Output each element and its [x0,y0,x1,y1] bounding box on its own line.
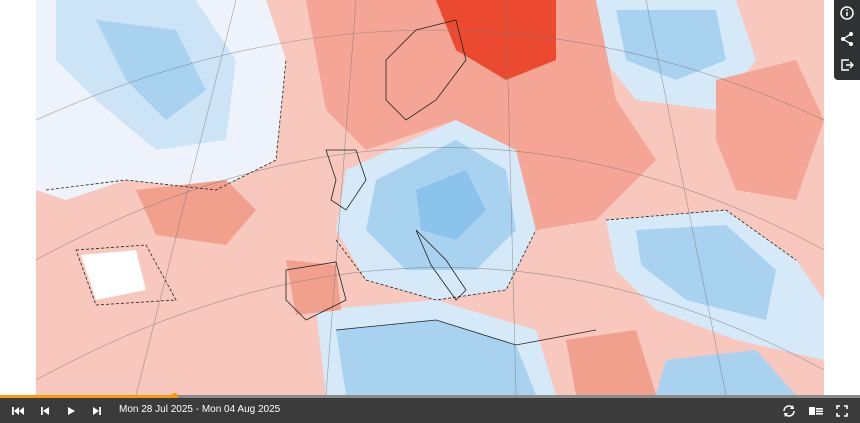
play-icon [68,407,75,415]
export-button[interactable] [834,52,860,78]
timeline-slider[interactable] [0,393,860,400]
timeline-knob[interactable] [171,393,178,400]
anomaly-map [36,0,824,395]
export-icon [841,59,854,71]
first-frame-button[interactable] [8,401,28,421]
loop-icon [783,405,795,417]
next-frame-button[interactable] [87,401,107,421]
date-range: Mon 28 Jul 2025 - Mon 04 Aug 2025 [119,404,281,415]
fullscreen-icon [836,405,848,417]
previous-frame-button[interactable] [35,401,55,421]
play-button[interactable] [61,401,81,421]
share-icon [841,32,853,46]
player-bar: Mon 28 Jul 2025 - Mon 04 Aug 2025 [0,398,860,423]
speed-icon [809,407,823,415]
info-icon [840,6,854,20]
loop-button[interactable] [779,401,799,421]
speed-button[interactable] [806,401,826,421]
next-icon [93,407,101,415]
share-button[interactable] [834,26,860,52]
fullscreen-button[interactable] [832,401,852,421]
timeline-progress [0,395,175,398]
previous-icon [41,407,49,415]
first-icon [12,407,24,415]
side-toolbar [834,0,860,80]
info-button[interactable] [834,0,860,26]
